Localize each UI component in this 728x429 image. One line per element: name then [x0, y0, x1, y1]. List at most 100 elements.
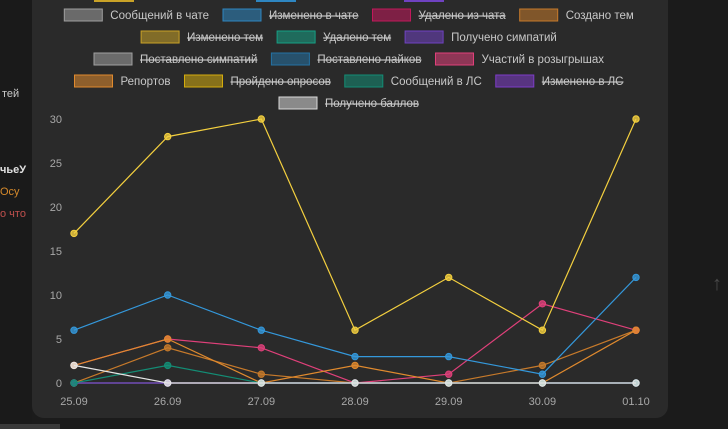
legend-label: Пройдено опросов: [231, 76, 331, 88]
series-line: [70, 115, 640, 334]
data-point[interactable]: [632, 273, 640, 282]
legend-swatch: [404, 30, 444, 44]
y-tick-label: 10: [50, 290, 62, 302]
data-point[interactable]: [632, 379, 640, 387]
y-tick-label: 30: [50, 114, 62, 126]
data-point[interactable]: [257, 326, 265, 334]
legend-swatch: [278, 96, 318, 110]
legend-swatch: [435, 52, 474, 66]
legend-item[interactable]: Изменено тем: [140, 30, 263, 44]
legend-item[interactable]: Изменено в чате: [222, 8, 359, 22]
legend-swatch: [270, 52, 310, 66]
data-point[interactable]: [445, 379, 453, 387]
legend-overflow-swatch: [404, 0, 444, 2]
data-point[interactable]: [257, 379, 265, 387]
legend-swatch: [93, 52, 133, 66]
data-point[interactable]: [70, 229, 78, 238]
legend-swatch: [140, 30, 180, 44]
legend-label: Удалено тем: [323, 32, 391, 44]
x-tick-label: 29.09: [435, 396, 463, 408]
data-point[interactable]: [164, 132, 172, 141]
data-point[interactable]: [351, 379, 359, 387]
chart-legend: Сообщений в чате Изменено в чате Удалено и…: [63, 8, 634, 110]
legend-overflow-swatch: [94, 0, 134, 2]
legend-label: Репортов: [121, 76, 171, 88]
data-point[interactable]: [445, 273, 453, 282]
legend-swatch: [344, 74, 384, 88]
legend-label: Участий в розыгрышах: [482, 54, 605, 66]
legend-item[interactable]: Репортов: [74, 74, 171, 88]
scrollbar-track[interactable]: [0, 424, 60, 429]
legend-item[interactable]: Получено симпатий: [404, 30, 557, 44]
legend-label: Сообщений в чате: [110, 10, 209, 22]
legend-label: Сообщений в ЛС: [391, 76, 482, 88]
legend-item[interactable]: Создано тем: [519, 8, 634, 22]
chart-series-lines: [70, 115, 640, 387]
left-fragment: Осу: [0, 186, 20, 198]
data-point[interactable]: [538, 300, 547, 308]
legend-item[interactable]: Поставлено лайков: [270, 52, 421, 66]
legend-swatch: [276, 30, 316, 44]
x-tick-label: 28.09: [341, 396, 369, 408]
data-point[interactable]: [632, 115, 640, 123]
y-tick-label: 25: [50, 158, 62, 170]
data-point[interactable]: [351, 352, 359, 361]
legend-label: Создано тем: [566, 10, 634, 22]
data-point[interactable]: [257, 115, 265, 123]
legend-swatch: [519, 8, 559, 22]
left-fragment: о что: [0, 208, 26, 220]
data-point[interactable]: [445, 352, 453, 361]
legend-item[interactable]: Сообщений в ЛС: [344, 74, 482, 88]
x-tick-label: 25.09: [60, 396, 88, 408]
legend-swatch: [74, 74, 113, 88]
y-tick-label: 0: [56, 378, 62, 390]
legend-overflow-swatch: [256, 0, 296, 2]
legend-item[interactable]: Сообщений в чате: [63, 8, 209, 22]
data-point[interactable]: [257, 370, 265, 378]
series-line: [70, 361, 640, 387]
data-point[interactable]: [538, 326, 547, 334]
legend-item[interactable]: Удалено тем: [276, 30, 391, 44]
left-fragment: тей: [2, 88, 20, 100]
series-path: [73, 303, 637, 384]
legend-label: Поставлено симпатий: [140, 54, 257, 66]
legend-label: Поставлено лайков: [317, 54, 421, 66]
data-point[interactable]: [445, 370, 453, 378]
legend-swatch: [63, 8, 103, 22]
page-left-strip: тей чьеУ Осу о что: [0, 0, 32, 429]
data-point[interactable]: [70, 326, 78, 334]
data-point[interactable]: [164, 361, 172, 370]
data-point[interactable]: [538, 370, 547, 378]
legend-swatch: [184, 74, 223, 88]
data-point[interactable]: [632, 326, 640, 334]
y-tick-label: 20: [50, 202, 62, 214]
data-point[interactable]: [538, 361, 547, 370]
legend-item[interactable]: Изменено в ЛС: [495, 74, 624, 88]
legend-label: Удалено из чата: [419, 10, 507, 22]
chart-axes: 0 5 10 15 20 25 30 25.09 26.09 27.09 28.09 29.09 30.…: [50, 114, 650, 408]
series-line: [70, 300, 640, 387]
data-point[interactable]: [164, 291, 172, 299]
legend-item[interactable]: Получено баллов: [278, 96, 419, 110]
data-point[interactable]: [257, 344, 265, 352]
legend-swatch: [372, 8, 411, 22]
legend-label: Изменено в ЛС: [542, 76, 624, 88]
legend-item[interactable]: Удалено из чата: [372, 8, 507, 22]
data-point[interactable]: [164, 379, 172, 387]
data-point[interactable]: [538, 379, 547, 387]
data-point[interactable]: [70, 379, 78, 387]
legend-item[interactable]: Пройдено опросов: [184, 74, 331, 88]
left-fragment: чьеУ: [0, 164, 27, 176]
data-point[interactable]: [164, 344, 172, 352]
legend-label: Изменено тем: [187, 32, 263, 44]
stats-chart-panel: [32, 0, 668, 418]
data-point[interactable]: [351, 361, 359, 370]
legend-label: Получено баллов: [325, 98, 419, 110]
arrow-up-icon[interactable]: ↑: [712, 273, 722, 295]
legend-item[interactable]: Участий в розыгрышах: [435, 52, 605, 66]
data-point[interactable]: [70, 361, 78, 370]
data-point[interactable]: [164, 335, 172, 343]
legend-item[interactable]: Поставлено симпатий: [93, 52, 257, 66]
data-point[interactable]: [351, 326, 359, 334]
